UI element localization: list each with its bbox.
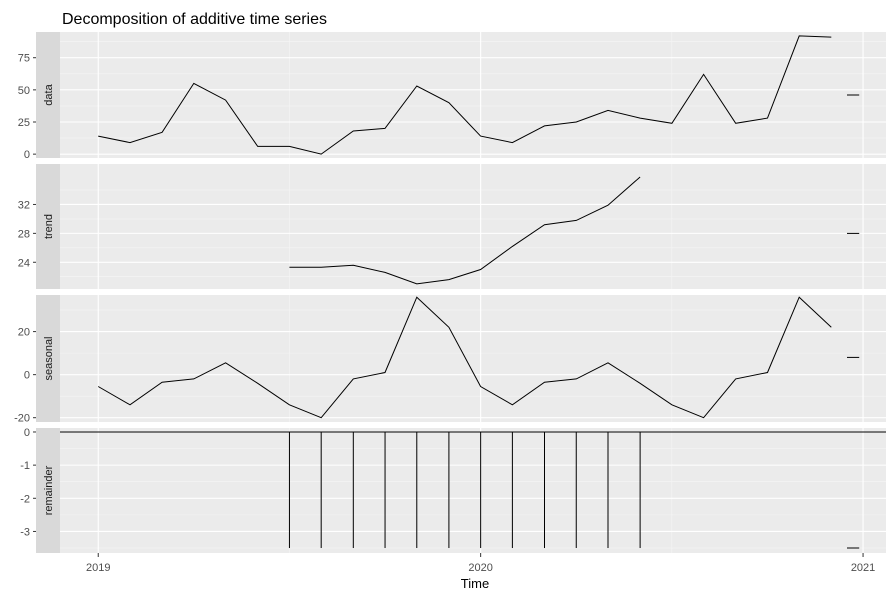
- panel-seasonal: seasonal -20 0 20: [14, 295, 886, 425]
- chart-title: Decomposition of additive time series: [62, 11, 327, 28]
- panel-data: data 0 25 50 75: [18, 32, 886, 161]
- y-tick-label: 0: [24, 427, 30, 439]
- panel-background: [60, 32, 886, 158]
- x-tick-label: 2019: [86, 562, 110, 574]
- y-tick-label: 24: [18, 257, 30, 269]
- panel-trend: trend 24 28 32: [18, 164, 886, 289]
- y-tick-label: -20: [14, 413, 30, 425]
- x-tick-label: 2021: [851, 562, 875, 574]
- seasonal-series-line: [97, 296, 832, 419]
- y-tick-label: -2: [20, 493, 30, 505]
- panel-remainder: remainder -3 -2 -1 0: [20, 427, 886, 553]
- strip-trend: [36, 164, 60, 289]
- panel-background: [60, 164, 886, 289]
- y-tick-label: 50: [18, 85, 30, 97]
- strip-data: [36, 32, 60, 158]
- strip-label-trend: trend: [43, 214, 55, 239]
- x-axis-title: Time: [461, 576, 489, 591]
- y-tick-label: -1: [20, 460, 30, 472]
- y-tick-label: 20: [18, 327, 30, 339]
- y-tick-label: 75: [18, 53, 30, 65]
- x-tick-label: 2020: [468, 562, 492, 574]
- y-tick-label: 28: [18, 228, 30, 240]
- y-tick-label: 0: [24, 370, 30, 382]
- strip-remainder: [36, 428, 60, 553]
- y-tick-label: 32: [18, 199, 30, 211]
- panel-background: [60, 295, 886, 422]
- panel-background: [60, 428, 886, 553]
- strip-seasonal: [36, 295, 60, 422]
- strip-label-data: data: [43, 83, 55, 105]
- y-tick-label: 0: [24, 149, 30, 161]
- y-tick-label: 25: [18, 117, 30, 129]
- data-series-line: [98, 35, 832, 155]
- y-tick-label: -3: [20, 526, 30, 538]
- strip-label-remainder: remainder: [43, 465, 55, 515]
- trend-series-line: [289, 176, 641, 285]
- strip-label-seasonal: seasonal: [43, 336, 55, 380]
